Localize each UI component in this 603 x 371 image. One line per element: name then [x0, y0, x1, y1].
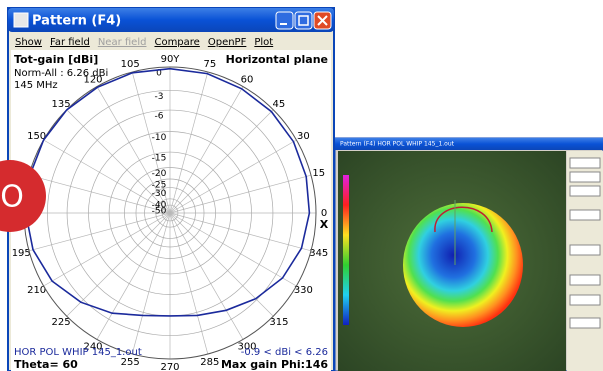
window-title: Pattern (F4): [32, 14, 121, 29]
angle-label: 15: [312, 168, 325, 179]
plane-label: Horizontal plane: [226, 53, 328, 66]
minimize-button[interactable]: [276, 12, 293, 29]
menu-item: Near field: [98, 37, 147, 48]
panel-control[interactable]: [570, 245, 600, 255]
panel-control[interactable]: [570, 186, 600, 196]
ring-label: -15: [152, 154, 167, 164]
angle-label: 225: [52, 317, 71, 328]
angle-label: 315: [269, 317, 288, 328]
ring-label: -3: [155, 92, 164, 102]
angle-label: 270: [160, 362, 179, 371]
angle-label: 345: [309, 248, 328, 259]
gain-label: Tot-gain [dBi]: [14, 53, 98, 66]
theta-label: Theta= 60: [14, 358, 78, 371]
angle-label: 195: [12, 248, 31, 259]
ring-label: -10: [152, 133, 167, 143]
range-label: -0.9 < dBi < 6.26: [241, 347, 328, 358]
panel-control[interactable]: [570, 295, 600, 305]
max-gain-label: Max gain Phi:146: [221, 358, 328, 371]
menu-item[interactable]: Show: [15, 37, 42, 48]
menu-item[interactable]: Plot: [254, 37, 273, 48]
pattern-window: Pattern (F4) Show Far field Near field Comp…: [6, 8, 334, 371]
norm-label: Norm-All : 6.26 dBi: [14, 68, 108, 79]
file-label: HOR POL WHIP 145_1.out: [14, 347, 142, 358]
badge-text: O: [0, 180, 24, 215]
ring-label: -20: [152, 169, 167, 179]
screenshot: Pattern (F4) HOR POL WHIP 145_1.out Patt…: [0, 0, 603, 371]
angle-label: 75: [203, 59, 216, 70]
angle-label: 60: [241, 75, 254, 86]
window-3d: Pattern (F4) HOR POL WHIP 145_1.out: [335, 138, 603, 371]
angle-label: 45: [273, 99, 286, 110]
menu-item[interactable]: Compare: [154, 37, 199, 48]
angle-label: 285: [200, 357, 219, 368]
panel-control[interactable]: [570, 318, 600, 328]
ring-label: -50: [152, 207, 167, 217]
angle-label: 105: [121, 59, 140, 70]
menu-bar: Show Far field Near field Compare OpenPF Plot: [15, 37, 273, 48]
window-title: Pattern (F4) HOR POL WHIP 145_1.out: [340, 141, 455, 148]
maximize-button[interactable]: [295, 12, 312, 29]
menu-item[interactable]: OpenPF: [208, 37, 247, 48]
panel-control[interactable]: [570, 158, 600, 168]
panel-control[interactable]: [570, 172, 600, 182]
angle-label: 90Y: [161, 54, 181, 65]
angle-label: 30: [297, 131, 310, 142]
ring-label: -30: [152, 189, 167, 199]
angle-label: 330: [294, 285, 313, 296]
frequency-label: 145 MHz: [14, 80, 58, 91]
panel-control[interactable]: [570, 210, 600, 220]
color-bar: [343, 175, 349, 325]
angle-label: 210: [27, 285, 46, 296]
menu-item[interactable]: Far field: [50, 37, 90, 48]
ring-label: -6: [155, 112, 164, 122]
pattern-3d: [403, 203, 523, 327]
x-axis-label: X: [320, 218, 329, 231]
app-icon: [14, 13, 28, 27]
angle-label: 255: [121, 357, 140, 368]
panel-control[interactable]: [570, 275, 600, 285]
side-panel: [567, 151, 603, 371]
